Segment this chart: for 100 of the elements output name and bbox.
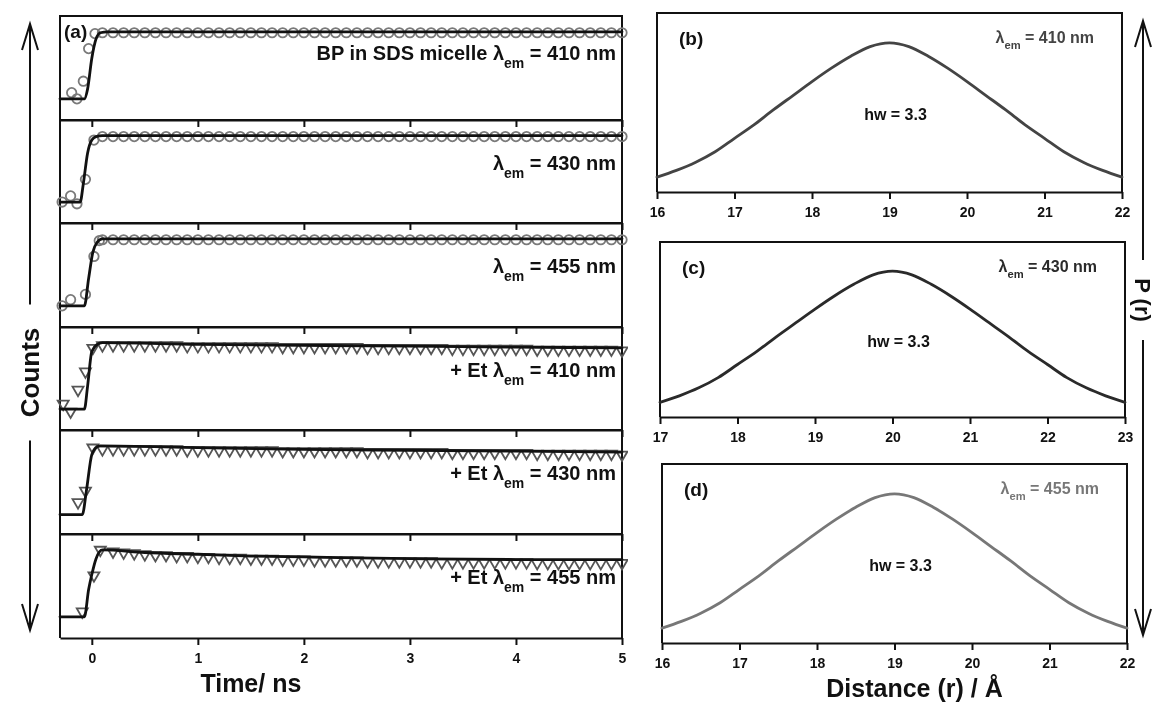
point — [127, 445, 141, 457]
point — [329, 343, 343, 355]
point — [425, 234, 437, 246]
point — [212, 342, 226, 354]
point — [318, 447, 332, 459]
point — [489, 27, 501, 39]
point — [552, 27, 564, 39]
point — [383, 130, 395, 143]
annotation: + Et λ$_{em}$ = 455 nm — [450, 566, 616, 595]
point — [573, 130, 586, 143]
point — [403, 343, 417, 356]
point — [330, 130, 342, 143]
point — [393, 130, 405, 143]
point — [88, 250, 100, 263]
point — [414, 234, 427, 246]
point — [498, 448, 512, 461]
annotation: (c) — [682, 257, 706, 278]
point — [319, 130, 331, 143]
point — [477, 558, 491, 570]
point — [457, 27, 469, 39]
point — [616, 27, 628, 39]
x-tick-label: 22 — [1114, 204, 1131, 221]
point — [255, 130, 268, 143]
point — [488, 448, 502, 461]
point — [160, 234, 172, 246]
point — [584, 234, 596, 246]
point — [351, 234, 363, 246]
point — [255, 27, 268, 39]
point — [489, 130, 501, 143]
point — [530, 559, 544, 571]
point — [107, 27, 119, 39]
point — [79, 367, 92, 379]
point — [106, 341, 120, 353]
point — [404, 27, 416, 39]
point — [223, 342, 237, 354]
point — [71, 385, 85, 398]
point — [392, 448, 406, 460]
point — [371, 448, 385, 460]
point — [319, 27, 331, 39]
point — [339, 343, 353, 355]
point — [171, 130, 183, 143]
point — [319, 234, 331, 246]
point — [520, 27, 533, 39]
point — [425, 130, 437, 143]
point — [77, 75, 89, 87]
point — [287, 27, 299, 39]
point — [266, 130, 278, 143]
point — [244, 446, 258, 458]
point — [213, 27, 225, 39]
point — [308, 130, 321, 143]
point — [223, 446, 237, 458]
annotation: (d) — [684, 479, 709, 500]
point — [96, 341, 109, 353]
point — [224, 27, 236, 39]
point — [392, 343, 406, 356]
point — [456, 558, 470, 570]
point — [531, 234, 543, 246]
point — [96, 234, 109, 246]
point — [56, 300, 68, 312]
point — [339, 447, 353, 459]
point — [329, 447, 343, 459]
point — [520, 234, 533, 246]
point — [192, 234, 204, 246]
point — [509, 448, 523, 461]
point — [128, 234, 140, 246]
point — [351, 27, 363, 39]
y-axis-title: Counts — [15, 327, 46, 418]
point — [297, 555, 311, 567]
point — [361, 448, 374, 460]
point — [414, 557, 427, 569]
x-tick-label: 23 — [1117, 429, 1134, 446]
point — [350, 343, 364, 355]
point — [435, 343, 449, 356]
point — [404, 234, 416, 246]
point — [118, 130, 130, 143]
point — [117, 548, 131, 560]
point — [446, 234, 458, 246]
point — [339, 556, 353, 568]
point — [149, 341, 162, 353]
annotation: (a) — [64, 21, 88, 42]
point — [318, 556, 332, 568]
point — [595, 234, 607, 246]
point — [615, 450, 628, 462]
point — [436, 234, 448, 246]
point — [64, 190, 77, 202]
annotation: λ$_{em}$ = 430 nm — [998, 258, 1097, 280]
annotation: λ$_{em}$ = 410 nm — [995, 29, 1094, 51]
x-tick-label: 19 — [807, 429, 824, 446]
point — [128, 27, 140, 39]
x-tick-label: 18 — [809, 655, 826, 672]
point — [233, 446, 247, 458]
x-tick-label: 20 — [964, 655, 981, 672]
point — [234, 234, 246, 246]
point — [213, 130, 225, 143]
point — [127, 341, 141, 353]
point — [298, 234, 310, 246]
point — [277, 130, 289, 143]
point — [446, 130, 458, 143]
point — [234, 27, 246, 39]
point — [139, 27, 151, 39]
